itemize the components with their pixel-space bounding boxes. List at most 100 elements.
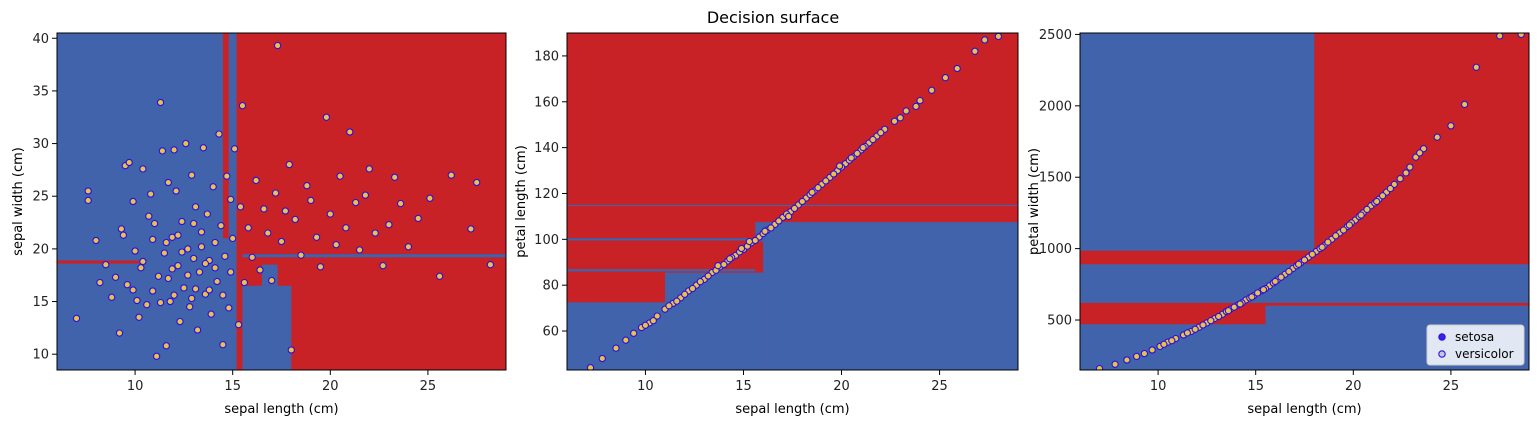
data-point bbox=[486, 261, 495, 269]
data-point bbox=[798, 197, 806, 206]
data-point bbox=[221, 252, 229, 260]
data-point bbox=[1095, 364, 1104, 370]
y-tick-label: 20 bbox=[32, 242, 49, 257]
data-point bbox=[726, 255, 734, 263]
data-point bbox=[178, 217, 186, 226]
decision-region-5 bbox=[236, 33, 243, 370]
legend-label-versicolor: versicolor bbox=[1455, 347, 1514, 361]
x-axis-label: sepal length (cm) bbox=[1247, 402, 1361, 417]
subplot-1: 10 15 20 25 10 15 20 25 30 35 40 sepal length (cm) s… bbox=[11, 32, 507, 417]
data-point bbox=[139, 257, 147, 266]
data-point bbox=[835, 162, 844, 170]
data-point bbox=[814, 184, 822, 192]
data-point bbox=[238, 102, 247, 110]
data-point bbox=[211, 264, 219, 272]
data-point bbox=[108, 293, 116, 301]
data-point bbox=[649, 317, 657, 325]
decision-region-7 bbox=[242, 254, 506, 258]
data-point bbox=[252, 176, 260, 185]
data-point bbox=[125, 158, 133, 167]
data-point bbox=[1332, 232, 1340, 240]
data-point bbox=[199, 144, 208, 152]
data-point bbox=[653, 312, 661, 320]
data-point bbox=[170, 291, 178, 299]
data-point bbox=[219, 291, 227, 299]
data-point bbox=[297, 251, 305, 259]
data-point bbox=[404, 243, 413, 251]
data-point bbox=[1402, 169, 1410, 177]
data-point bbox=[287, 346, 295, 354]
data-point bbox=[133, 296, 141, 305]
data-point bbox=[1214, 312, 1223, 321]
data-point bbox=[230, 145, 239, 153]
data-point bbox=[172, 187, 180, 195]
data-point bbox=[916, 96, 924, 105]
data-point bbox=[215, 130, 223, 138]
x-tick-label: 10 bbox=[1150, 379, 1167, 394]
data-point bbox=[135, 313, 143, 321]
data-point bbox=[391, 173, 399, 181]
data-point bbox=[180, 284, 188, 292]
data-point bbox=[1168, 337, 1176, 345]
data-point bbox=[117, 225, 126, 233]
data-point bbox=[336, 172, 344, 180]
data-point bbox=[751, 236, 759, 245]
data-point bbox=[994, 33, 1003, 41]
data-point bbox=[149, 287, 157, 295]
data-point bbox=[853, 149, 861, 158]
data-point bbox=[223, 172, 231, 180]
data-point bbox=[473, 178, 481, 187]
data-point bbox=[190, 219, 198, 228]
data-point bbox=[622, 336, 630, 344]
data-point bbox=[859, 143, 867, 152]
data-point bbox=[1324, 238, 1332, 246]
data-point bbox=[630, 329, 638, 337]
data-point bbox=[322, 113, 331, 121]
data-point bbox=[285, 160, 293, 169]
data-point bbox=[830, 170, 838, 178]
plot-area bbox=[1080, 33, 1529, 370]
x-axis-label: sepal length (cm) bbox=[224, 402, 338, 417]
data-point bbox=[784, 212, 793, 221]
data-point bbox=[761, 227, 769, 235]
plot-area bbox=[57, 33, 506, 370]
data-point bbox=[745, 237, 754, 246]
data-point bbox=[1386, 184, 1395, 193]
data-point bbox=[162, 342, 170, 350]
data-point bbox=[205, 286, 213, 294]
axes-frame bbox=[1079, 32, 1530, 371]
data-point bbox=[111, 273, 120, 281]
data-point bbox=[665, 302, 673, 310]
data-point bbox=[426, 194, 434, 202]
x-tick-label: 10 bbox=[127, 379, 144, 394]
data-point bbox=[84, 196, 92, 205]
data-point bbox=[681, 290, 689, 298]
y-tick-label: 40 bbox=[32, 32, 49, 47]
decision-region-6 bbox=[57, 260, 139, 264]
plot-area bbox=[567, 33, 1018, 370]
data-point bbox=[268, 276, 276, 285]
axes-frame bbox=[566, 32, 1019, 371]
data-point bbox=[316, 263, 325, 271]
data-point bbox=[720, 260, 728, 269]
y-tick-label: 180 bbox=[534, 49, 559, 64]
data-point bbox=[195, 268, 204, 276]
data-point bbox=[696, 278, 704, 286]
data-point bbox=[822, 177, 830, 185]
data-point bbox=[260, 205, 268, 213]
data-point bbox=[137, 264, 145, 272]
data-point bbox=[355, 246, 364, 254]
data-point bbox=[1339, 226, 1348, 234]
x-tick-label: 20 bbox=[833, 379, 850, 394]
data-point bbox=[145, 212, 153, 220]
data-point bbox=[273, 41, 282, 50]
x-tick-label: 15 bbox=[1247, 379, 1264, 394]
decision-region-4 bbox=[567, 238, 1018, 241]
data-point bbox=[342, 224, 350, 232]
data-point bbox=[72, 314, 81, 323]
data-point bbox=[1160, 340, 1168, 348]
data-point bbox=[139, 165, 147, 173]
data-point bbox=[346, 128, 354, 136]
y-tick-label: 140 bbox=[534, 141, 559, 156]
x-tick-label: 25 bbox=[420, 379, 437, 394]
